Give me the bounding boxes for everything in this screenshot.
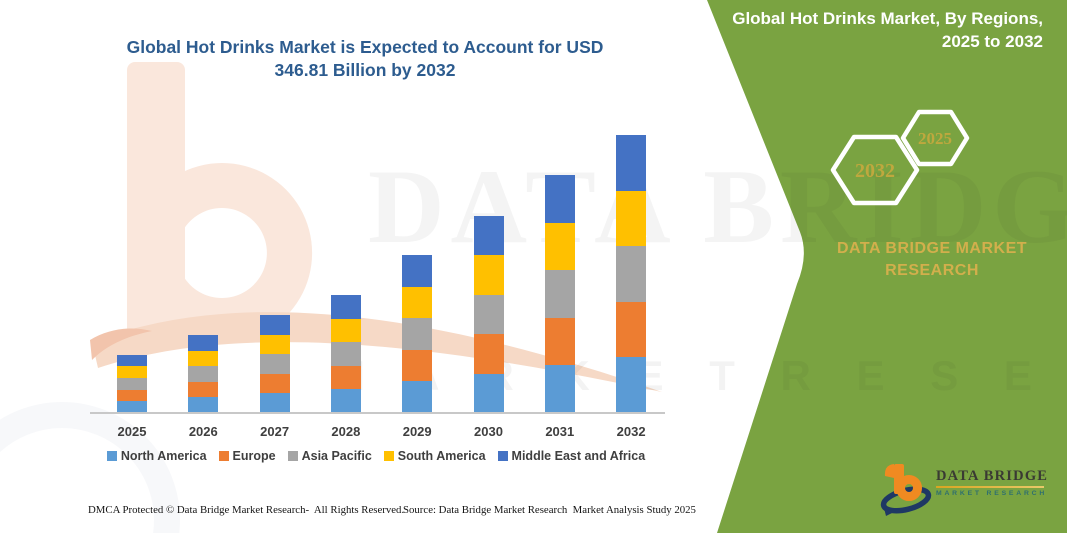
- logo-title: DATA BRIDGE: [936, 468, 1049, 484]
- bar-2032: [616, 135, 647, 413]
- logo-subtitle: MARKET RESEARCH: [936, 489, 1048, 497]
- bar-segment-middle-east-and-africa: [402, 255, 433, 287]
- bar-segment-middle-east-and-africa: [259, 315, 290, 335]
- bar-segment-south-america: [330, 318, 361, 343]
- bar-segment-europe: [473, 334, 504, 374]
- bar-segment-asia-pacific: [330, 342, 361, 366]
- bar-segment-north-america: [330, 389, 361, 413]
- footer-source: Source: Data Bridge Market Research Mark…: [403, 504, 696, 516]
- legend-swatch-icon: [218, 451, 229, 461]
- bar-2031: [544, 175, 575, 413]
- bar-segment-north-america: [402, 381, 433, 413]
- x-axis-line: [90, 412, 665, 414]
- bar-segment-asia-pacific: [616, 246, 647, 302]
- legend-label: North America: [120, 449, 207, 463]
- data-bridge-b-swoosh-icon: [880, 464, 932, 516]
- bar-2026: [188, 335, 219, 413]
- bar-segment-asia-pacific: [188, 366, 219, 382]
- bar-2025: [117, 354, 147, 413]
- watermark-row-text: M A R K E T R E S E A R C H: [330, 352, 1067, 399]
- bar-2030: [473, 216, 504, 413]
- x-axis-label-2032: 2032: [616, 424, 646, 439]
- bar-segment-north-america: [544, 365, 575, 413]
- bar-segment-middle-east-and-africa: [188, 335, 219, 351]
- bar-segment-europe: [259, 373, 290, 394]
- legend-item-north-america: North America: [106, 449, 207, 463]
- bar-segment-north-america: [473, 373, 504, 413]
- bar-segment-north-america: [616, 357, 647, 413]
- legend-label: Middle East and Africa: [511, 449, 646, 463]
- bar-segment-asia-pacific: [259, 354, 290, 374]
- bar-segment-europe: [330, 365, 361, 390]
- bar-segment-asia-pacific: [117, 377, 147, 390]
- bar-segment-europe: [117, 389, 147, 402]
- bar-segment-middle-east-and-africa: [616, 135, 647, 191]
- side-panel-heading-line1: Global Hot Drinks Market, By Regions,: [732, 9, 1043, 28]
- footer-copyright: DMCA Protected © Data Bridge Market Rese…: [88, 504, 405, 516]
- bar-segment-middle-east-and-africa: [117, 354, 147, 367]
- bar-segment-asia-pacific: [544, 270, 575, 318]
- legend: North America Europe Asia Pacific South Ame…: [85, 449, 667, 463]
- legend-swatch-icon: [383, 451, 394, 461]
- bar-segment-south-america: [188, 350, 219, 367]
- legend-label: Europe: [232, 449, 276, 463]
- bar-segment-south-america: [544, 222, 575, 271]
- bar-segment-south-america: [402, 286, 433, 319]
- bar-segment-europe: [402, 349, 433, 382]
- page-title-line1: Global Hot Drinks Market is Expected to …: [126, 37, 604, 57]
- x-axis-label-2030: 2030: [474, 424, 503, 439]
- bar-2029: [402, 255, 433, 413]
- brand-name: DATA BRIDGE MARKET RESEARCH: [818, 238, 1046, 282]
- x-axis-label-2026: 2026: [188, 424, 218, 439]
- bar-segment-europe: [188, 381, 219, 398]
- bar-segment-south-america: [473, 255, 504, 295]
- bar-segment-south-america: [259, 334, 290, 355]
- legend-item-middle-east-and-africa: Middle East and Africa: [497, 449, 646, 463]
- bar-segment-north-america: [188, 397, 219, 413]
- brand-name-line1: DATA BRIDGE MARKET: [836, 240, 1028, 257]
- x-axis-label-2025: 2025: [117, 424, 147, 439]
- x-axis-label-2028: 2028: [331, 424, 361, 439]
- bar-segment-europe: [544, 317, 575, 366]
- bar-segment-middle-east-and-africa: [544, 175, 575, 223]
- page-title-line2: 346.81 Billion by 2032: [274, 60, 456, 80]
- bar-segment-north-america: [117, 401, 147, 413]
- plot-area: [117, 135, 647, 413]
- page-title: Global Hot Drinks Market is Expected to …: [100, 36, 630, 82]
- data-bridge-logo: DATA BRIDGE MARKET RESEARCH: [880, 458, 1048, 518]
- bar-segment-asia-pacific: [473, 294, 504, 335]
- x-axis-label-2031: 2031: [545, 424, 575, 439]
- legend-item-south-america: South America: [383, 449, 486, 463]
- legend-item-asia-pacific: Asia Pacific: [287, 449, 372, 463]
- legend-swatch-icon: [497, 451, 508, 461]
- bar-segment-asia-pacific: [402, 318, 433, 350]
- bar-segment-europe: [616, 301, 647, 358]
- bar-2028: [330, 295, 361, 413]
- legend-label: Asia Pacific: [301, 449, 372, 463]
- bar-segment-north-america: [259, 393, 290, 413]
- legend-label: South America: [397, 449, 486, 463]
- bar-segment-south-america: [117, 366, 147, 378]
- brand-name-line2: RESEARCH: [885, 262, 979, 279]
- bar-2027: [259, 315, 290, 413]
- legend-item-europe: Europe: [218, 449, 276, 463]
- x-axis-label-2027: 2027: [260, 424, 290, 439]
- legend-swatch-icon: [106, 451, 117, 461]
- side-panel-heading: Global Hot Drinks Market, By Regions, 20…: [698, 7, 1043, 53]
- bar-segment-middle-east-and-africa: [330, 295, 361, 319]
- legend-swatch-icon: [287, 451, 298, 461]
- bar-segment-south-america: [616, 190, 647, 247]
- logo-underline: [936, 486, 1044, 488]
- side-panel-heading-line2: 2025 to 2032: [941, 32, 1043, 51]
- x-axis-label-2029: 2029: [402, 424, 432, 439]
- bar-segment-middle-east-and-africa: [473, 216, 504, 256]
